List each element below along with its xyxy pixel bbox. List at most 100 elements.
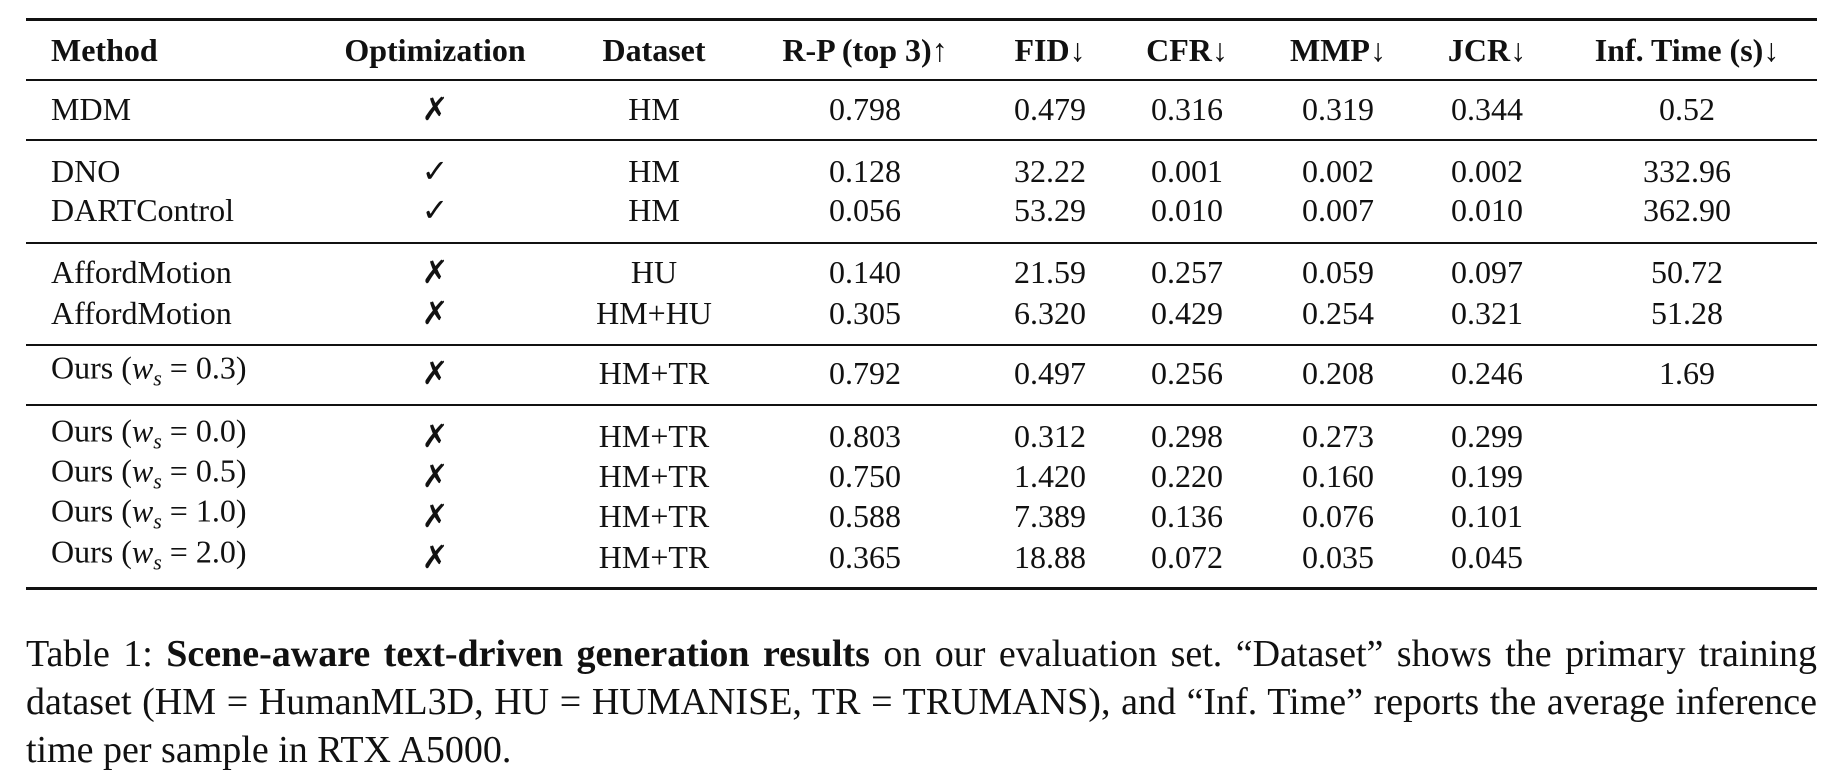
data-cell: 0.136	[1151, 498, 1223, 534]
header-cell: CFR↓	[1146, 32, 1228, 68]
data-cell: 0.588	[829, 498, 901, 534]
header-cell: MMP↓	[1290, 32, 1386, 68]
method-cell: Ours (ws = 0.0)	[51, 410, 246, 461]
method-text: Ours (	[51, 349, 132, 386]
method-cell: AffordMotion	[51, 254, 232, 290]
data-cell: 0.257	[1151, 254, 1223, 290]
data-cell: HU	[630, 254, 678, 290]
data-cell: HM+TR	[598, 539, 710, 575]
data-cell: 0.001	[1151, 153, 1223, 189]
data-cell: 0.056	[829, 192, 901, 228]
data-cell: 362.90	[1643, 192, 1731, 228]
data-cell: HM+TR	[598, 498, 710, 534]
data-cell: 0.076	[1302, 498, 1374, 534]
method-cell: Ours (ws = 0.5)	[51, 450, 246, 501]
data-cell: 0.045	[1451, 539, 1523, 575]
method-cell: Ours (ws = 1.0)	[51, 490, 246, 541]
data-cell: 0.007	[1302, 192, 1374, 228]
data-cell: 0.160	[1302, 458, 1374, 494]
data-cell: 0.059	[1302, 254, 1374, 290]
method-text: Ours (	[51, 492, 132, 529]
rule-line	[26, 242, 1817, 244]
data-cell: 50.72	[1651, 254, 1723, 290]
data-cell: HM+HU	[596, 295, 712, 331]
data-cell: 0.792	[829, 355, 901, 391]
data-cell: ✗	[421, 254, 449, 290]
rule-line	[26, 18, 1817, 21]
data-cell: 7.389	[1014, 498, 1086, 534]
data-cell: HM+TR	[598, 355, 710, 391]
data-cell: 0.002	[1302, 153, 1374, 189]
method-cell: Ours (ws = 2.0)	[51, 531, 246, 582]
math-sub: s	[153, 428, 162, 454]
data-cell: 0.316	[1151, 91, 1223, 127]
data-cell: ✓	[421, 153, 449, 189]
rule-line	[26, 139, 1817, 141]
math-var: w	[131, 452, 154, 489]
data-cell: 0.072	[1151, 539, 1223, 575]
data-cell: 0.321	[1451, 295, 1523, 331]
math-var: w	[131, 349, 154, 386]
data-cell: 0.298	[1151, 418, 1223, 454]
header-cell: Dataset	[602, 32, 706, 68]
math-var: w	[131, 492, 154, 529]
math-sub: s	[153, 468, 162, 494]
rule-line	[26, 79, 1817, 81]
data-cell: ✗	[421, 418, 449, 454]
data-cell: 0.101	[1451, 498, 1523, 534]
method-cell: MDM	[51, 91, 132, 127]
data-cell: ✗	[421, 355, 449, 391]
method-text: Ours (	[51, 533, 132, 570]
table-caption: Table 1: Scene-aware text-driven generat…	[26, 630, 1817, 774]
header-cell: Inf. Time (s)↓	[1594, 32, 1780, 68]
data-cell: 0.365	[829, 539, 901, 575]
data-cell: 0.199	[1451, 458, 1523, 494]
header-cell: R-P (top 3)↑	[782, 32, 948, 68]
data-cell: 1.69	[1659, 355, 1715, 391]
data-cell: ✗	[421, 295, 449, 331]
header-cell: Method	[51, 32, 158, 68]
data-cell: HM	[628, 91, 680, 127]
data-cell: 21.59	[1014, 254, 1086, 290]
math-var: w	[131, 533, 154, 570]
data-cell: 0.750	[829, 458, 901, 494]
math-sub: s	[153, 549, 162, 575]
method-tail: = 0.3)	[161, 349, 247, 386]
method-cell: DNO	[51, 153, 121, 189]
header-cell: FID↓	[1014, 32, 1086, 68]
data-cell: 0.208	[1302, 355, 1374, 391]
math-sub: s	[153, 508, 162, 534]
data-cell: 0.312	[1014, 418, 1086, 454]
data-cell: 0.220	[1151, 458, 1223, 494]
data-cell: 6.320	[1014, 295, 1086, 331]
data-cell: 32.22	[1014, 153, 1086, 189]
data-cell: HM+TR	[598, 418, 710, 454]
data-cell: ✗	[421, 458, 449, 494]
data-cell: 0.128	[829, 153, 901, 189]
data-cell: ✓	[421, 192, 449, 228]
data-cell: 0.52	[1659, 91, 1715, 127]
method-cell: AffordMotion	[51, 295, 232, 331]
data-cell: 0.273	[1302, 418, 1374, 454]
data-cell: HM+TR	[598, 458, 710, 494]
method-tail: = 1.0)	[161, 492, 247, 529]
method-tail: = 0.5)	[161, 452, 247, 489]
data-cell: 0.344	[1451, 91, 1523, 127]
caption-text: on our evaluation set. “Dataset” shows t…	[26, 633, 1817, 771]
data-cell: ✗	[421, 91, 449, 127]
data-cell: 0.010	[1451, 192, 1523, 228]
method-text: Ours (	[51, 412, 132, 449]
method-text: Ours (	[51, 452, 132, 489]
data-cell: 1.420	[1014, 458, 1086, 494]
data-cell: 0.299	[1451, 418, 1523, 454]
data-cell: 0.246	[1451, 355, 1523, 391]
data-cell: 0.035	[1302, 539, 1374, 575]
data-cell: 0.097	[1451, 254, 1523, 290]
data-cell: 0.010	[1151, 192, 1223, 228]
data-cell: HM	[628, 192, 680, 228]
method-cell: DARTControl	[51, 192, 234, 228]
data-cell: 332.96	[1643, 153, 1731, 189]
data-cell: ✗	[421, 539, 449, 575]
data-cell: HM	[628, 153, 680, 189]
data-cell: 0.140	[829, 254, 901, 290]
